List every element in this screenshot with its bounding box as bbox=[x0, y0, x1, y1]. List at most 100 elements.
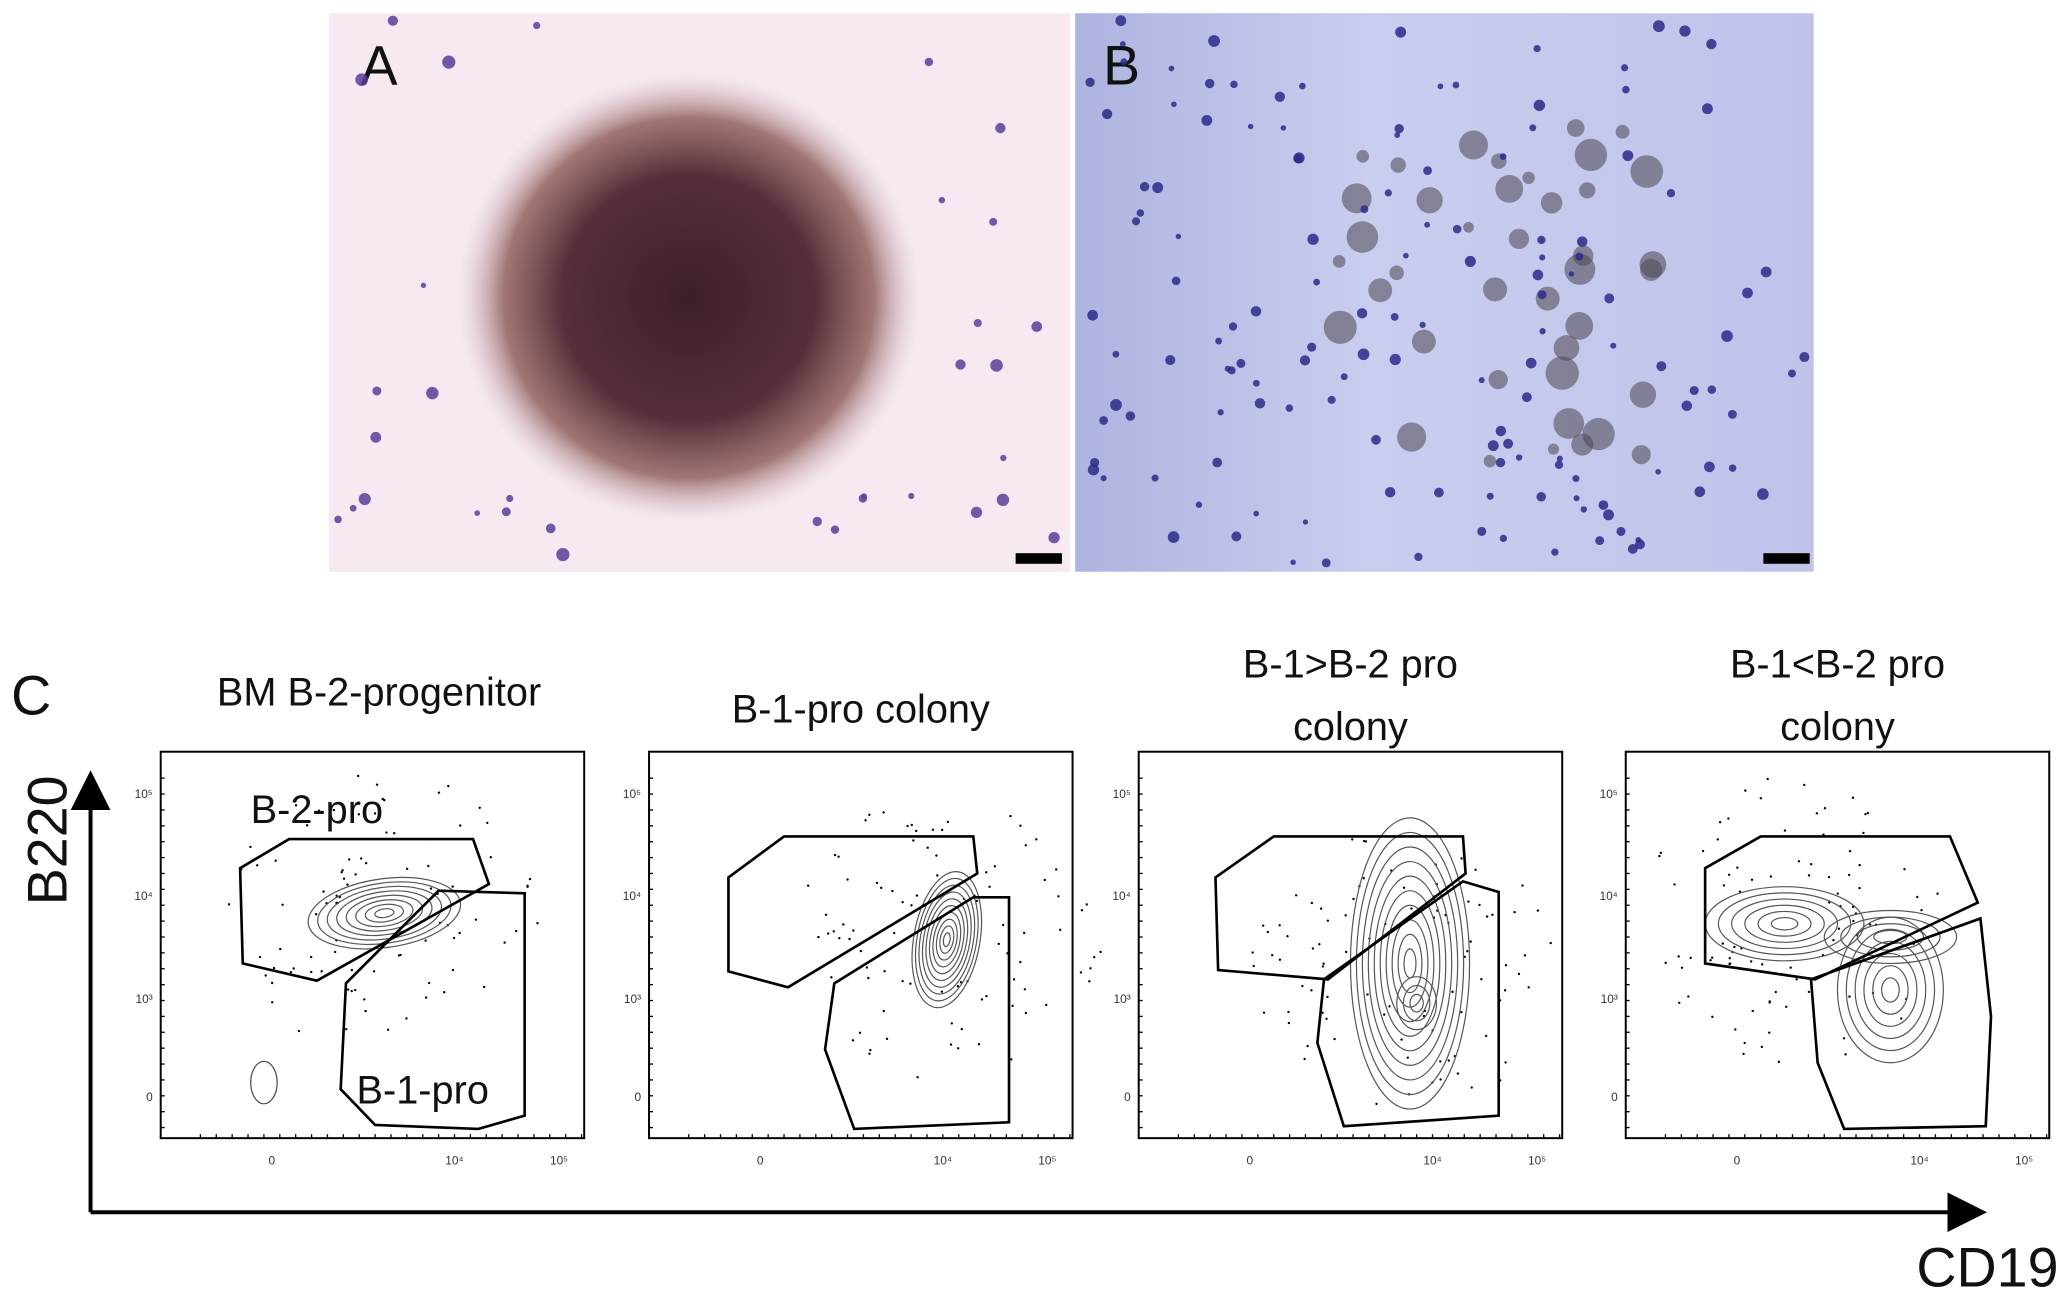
cell bbox=[1598, 500, 1609, 510]
event-dot bbox=[880, 886, 883, 890]
cell-cluster bbox=[1535, 286, 1560, 311]
y-tick-label: 10⁵ bbox=[1113, 787, 1131, 801]
cell bbox=[1087, 464, 1100, 476]
event-dot bbox=[1469, 940, 1472, 943]
cell bbox=[1215, 337, 1223, 345]
event-dot bbox=[452, 936, 456, 940]
y-tick-label: 10³ bbox=[1601, 992, 1618, 1006]
cell bbox=[1694, 486, 1706, 498]
event-dot bbox=[1467, 900, 1470, 903]
event-dot bbox=[1836, 892, 1839, 895]
event-dot bbox=[1716, 838, 1719, 841]
cell bbox=[426, 386, 439, 400]
event-dot bbox=[975, 899, 979, 903]
event-dot bbox=[503, 941, 506, 944]
event-dot bbox=[909, 982, 912, 985]
event-dot bbox=[297, 1029, 301, 1033]
event-dot bbox=[1326, 919, 1330, 922]
event-dot bbox=[1456, 1072, 1460, 1075]
cell-cluster bbox=[1389, 265, 1404, 281]
event-dot bbox=[1045, 1003, 1048, 1007]
cell bbox=[1389, 353, 1401, 366]
cell bbox=[1610, 342, 1617, 349]
contour bbox=[364, 903, 404, 923]
contour bbox=[307, 876, 462, 950]
event-dot bbox=[1709, 959, 1712, 962]
contour bbox=[1409, 993, 1424, 1013]
event-dot bbox=[940, 828, 944, 832]
cell bbox=[1572, 474, 1580, 483]
cell bbox=[973, 319, 982, 328]
cell bbox=[1384, 189, 1392, 197]
event-dot bbox=[1362, 877, 1365, 880]
event-dot bbox=[1842, 1037, 1846, 1040]
event-dot bbox=[249, 845, 252, 849]
event-dot bbox=[1351, 838, 1354, 841]
cell bbox=[1167, 531, 1180, 543]
cell bbox=[334, 515, 342, 524]
event-dot bbox=[1673, 883, 1676, 886]
cell bbox=[1424, 221, 1431, 228]
cell-cluster bbox=[1640, 258, 1663, 281]
event-dot bbox=[915, 894, 919, 897]
contour bbox=[1402, 984, 1431, 1022]
cell bbox=[1580, 506, 1588, 513]
plot-title: colony bbox=[1780, 705, 1895, 749]
cell bbox=[1208, 35, 1220, 47]
cell bbox=[970, 506, 983, 519]
cell bbox=[1236, 358, 1246, 368]
event-dot bbox=[451, 968, 455, 972]
cell bbox=[1048, 531, 1060, 544]
event-dot bbox=[842, 923, 845, 926]
cell bbox=[1204, 78, 1215, 89]
x-tick-label: 0 bbox=[757, 1154, 764, 1168]
event-dot bbox=[1832, 939, 1835, 942]
cell-cluster bbox=[1495, 174, 1524, 203]
event-dot bbox=[1827, 875, 1831, 879]
event-dot bbox=[993, 865, 997, 868]
event-dot bbox=[437, 791, 441, 794]
event-dot bbox=[1701, 849, 1705, 853]
event-dot bbox=[988, 885, 991, 889]
cell bbox=[1217, 409, 1224, 416]
event-dot bbox=[901, 900, 904, 904]
cell-cluster bbox=[1631, 445, 1651, 465]
event-dot bbox=[1866, 811, 1870, 815]
plot-frame bbox=[1137, 750, 1564, 1140]
event-dot bbox=[341, 869, 344, 872]
cell bbox=[1151, 474, 1159, 482]
event-dot bbox=[1023, 988, 1027, 991]
event-dot bbox=[1080, 908, 1084, 912]
contour bbox=[1379, 890, 1441, 1037]
event-dot bbox=[1410, 907, 1413, 910]
cell bbox=[1704, 461, 1715, 473]
event-dot bbox=[980, 998, 984, 1001]
event-dot bbox=[1470, 1086, 1473, 1089]
cell bbox=[1539, 328, 1546, 335]
event-dot bbox=[309, 955, 313, 959]
event-dot bbox=[375, 783, 379, 786]
cell bbox=[1521, 392, 1532, 403]
y-tick-label: 10³ bbox=[136, 992, 153, 1006]
contour bbox=[1863, 952, 1918, 1027]
event-dot bbox=[328, 825, 332, 829]
cell bbox=[1689, 385, 1699, 396]
contour bbox=[1717, 892, 1852, 956]
y-axis-label: B220 bbox=[17, 775, 79, 905]
event-dot bbox=[935, 854, 938, 857]
event-dot bbox=[340, 871, 343, 874]
event-dot bbox=[272, 966, 276, 970]
cell-cluster bbox=[1483, 454, 1497, 468]
contour bbox=[939, 925, 955, 954]
event-dot bbox=[373, 812, 377, 815]
cell-cluster bbox=[1547, 443, 1560, 455]
event-dot bbox=[1352, 897, 1355, 901]
cell bbox=[1253, 510, 1259, 517]
event-dot bbox=[345, 1027, 348, 1031]
event-dot bbox=[279, 947, 282, 951]
contour bbox=[374, 908, 395, 919]
event-dot bbox=[281, 903, 284, 906]
cell bbox=[1423, 166, 1432, 176]
x-tick-label: 10⁵ bbox=[1038, 1154, 1056, 1168]
contour bbox=[1361, 846, 1459, 1081]
